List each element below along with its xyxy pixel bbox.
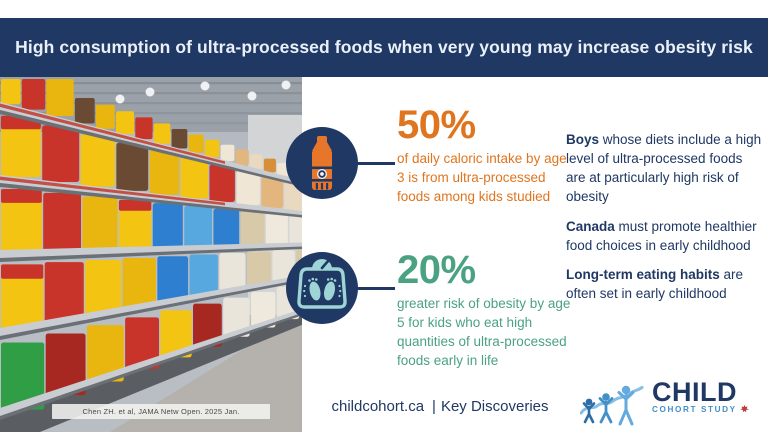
key-point: Long-term eating habits are often set in…	[566, 265, 762, 303]
connector-line	[356, 162, 395, 165]
logo-text: CHILD COHORT STUDY	[652, 377, 749, 414]
logo-subtitle: COHORT STUDY	[652, 405, 737, 414]
stat-description: of daily caloric intake by age 3 is from…	[397, 151, 567, 205]
stat-20-percent: 20% greater risk of obesity by age 5 for…	[397, 249, 575, 371]
key-point-lead: Boys	[566, 132, 600, 147]
stat-50-percent: 50% of daily caloric intake by age 3 is …	[397, 104, 575, 206]
logo-title: CHILD	[652, 377, 737, 407]
footer-tagline: childcohort.ca | Key Discoveries	[310, 398, 570, 415]
website-url: childcohort.ca	[331, 398, 425, 415]
logo-figures-icon	[580, 385, 644, 426]
connector-line	[356, 287, 395, 290]
bottle-icon-circle	[286, 127, 358, 199]
separator: |	[432, 398, 436, 415]
key-point-text: are often set in early childhood	[566, 266, 744, 302]
aisle-photo: Chen ZH. et al, JAMA Netw Open. 2025 Jan…	[0, 77, 302, 432]
title-banner: High consumption of ultra-processed food…	[0, 18, 768, 77]
stat-description: greater risk of obesity by age 5 for kid…	[397, 296, 571, 369]
key-point-lead: Canada	[566, 218, 615, 234]
weigh-scale-icon	[297, 259, 347, 309]
citation: Chen ZH. et al, JAMA Netw Open. 2025 Jan…	[52, 404, 270, 419]
section-label: Key Discoveries	[440, 398, 549, 415]
key-point: Canada must promote healthier food choic…	[566, 217, 762, 255]
key-point-text: whose diets include a high level of ultr…	[566, 132, 762, 205]
aisle-photo-illustration	[0, 77, 302, 432]
logo-subtitle-row: COHORT STUDY	[652, 405, 749, 414]
stat-value: 20%	[397, 248, 476, 292]
stat-value: 50%	[397, 103, 476, 147]
juice-bottle-icon	[312, 136, 332, 190]
key-point-lead: Long-term eating habits	[566, 266, 720, 282]
slide-title: High consumption of ultra-processed food…	[15, 37, 753, 57]
key-point: Boys whose diets include a high level of…	[566, 130, 762, 207]
key-point-text: must promote healthier food choices in e…	[566, 218, 757, 253]
maple-leaf-icon	[739, 405, 749, 413]
scale-icon-circle	[286, 252, 358, 324]
child-logo: CHILD COHORT STUDY	[580, 377, 749, 428]
key-points: Boys whose diets include a high level of…	[566, 130, 762, 313]
